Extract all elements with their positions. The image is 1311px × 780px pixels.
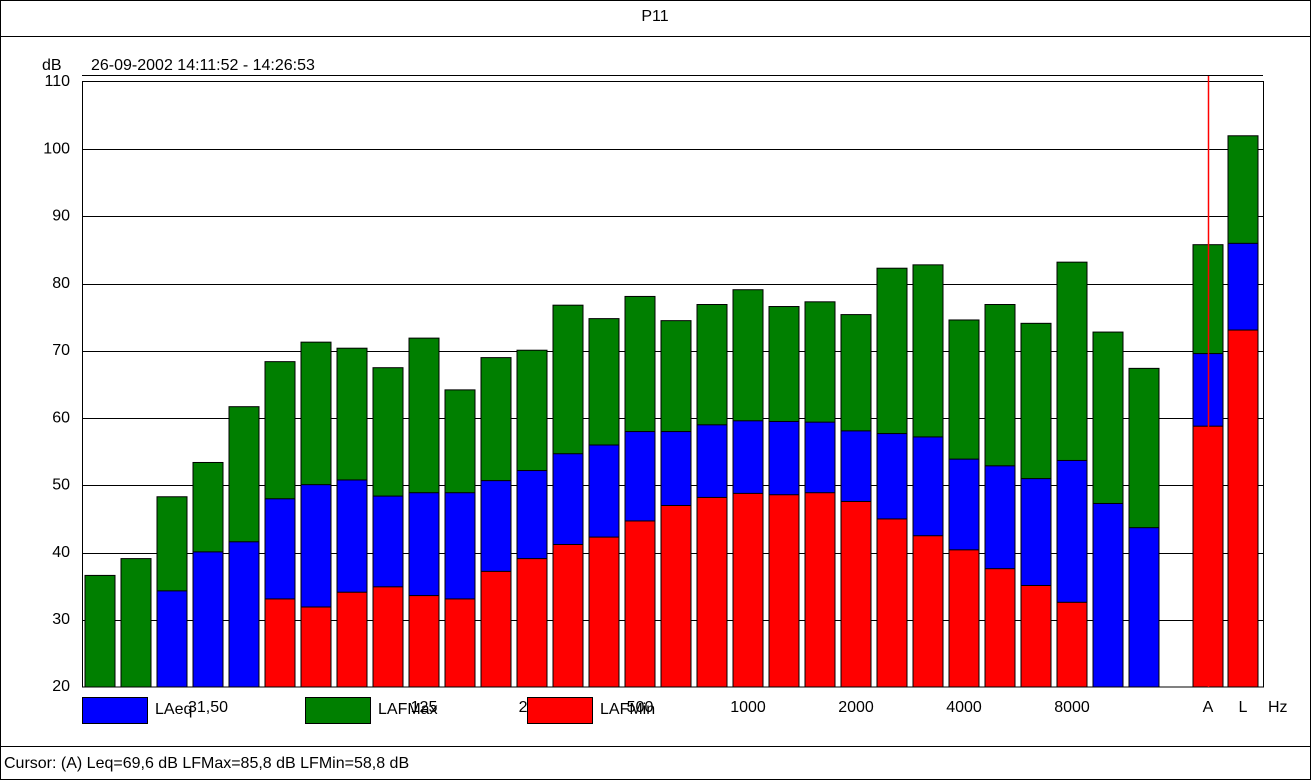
bar xyxy=(1092,502,1124,688)
bar xyxy=(228,541,260,688)
plot-frame xyxy=(82,81,1264,688)
y-tick-label: 40 xyxy=(52,544,70,561)
bar xyxy=(1128,527,1160,688)
x-tick-label: 31,50 xyxy=(188,699,228,716)
x-tick-label: 125 xyxy=(411,699,438,716)
bar xyxy=(516,558,548,688)
legend-label: LAeq xyxy=(155,701,192,718)
bar xyxy=(336,591,368,688)
bar xyxy=(1020,584,1052,688)
bar xyxy=(804,492,836,688)
bar xyxy=(156,590,188,688)
bar xyxy=(372,586,404,688)
subtitle: 26-09-2002 14:11:52 - 14:26:53 xyxy=(91,57,315,74)
bar xyxy=(444,598,476,688)
bar xyxy=(840,500,872,688)
y-tick-label: 90 xyxy=(52,208,70,225)
x-tick-label: 8000 xyxy=(1054,699,1090,716)
bar xyxy=(912,535,944,688)
y-tick-label: 110 xyxy=(44,73,70,90)
bar xyxy=(480,570,512,688)
chart-title: P11 xyxy=(641,8,668,25)
x-tick-label: 4000 xyxy=(946,699,982,716)
bar xyxy=(408,595,440,688)
bar xyxy=(552,543,584,688)
x-tick-label: A xyxy=(1203,699,1214,716)
x-axis-label: Hz xyxy=(1268,699,1288,716)
bar xyxy=(984,568,1016,688)
bar xyxy=(876,518,908,688)
bar xyxy=(696,496,728,688)
bar xyxy=(768,494,800,688)
bar xyxy=(1227,329,1259,688)
legend-swatch xyxy=(527,697,593,724)
legend-swatch xyxy=(82,697,148,724)
y-tick-label: 30 xyxy=(52,611,70,628)
cursor-text: Cursor: (A) Leq=69,6 dB LFMax=85,8 dB LF… xyxy=(4,755,409,772)
y-tick-label: 70 xyxy=(52,342,70,359)
y-tick-label: 20 xyxy=(52,678,70,695)
y-tick-label: 100 xyxy=(43,140,70,157)
y-tick-label: 80 xyxy=(52,275,70,292)
bar xyxy=(120,558,152,688)
x-tick-label: L xyxy=(1239,699,1248,716)
bar xyxy=(948,549,980,688)
x-tick-label: 2000 xyxy=(838,699,874,716)
bar xyxy=(732,492,764,688)
y-tick-label: 60 xyxy=(52,409,70,426)
legend-label: LAFMax xyxy=(378,701,438,718)
bar xyxy=(588,536,620,688)
y-axis-label: dB xyxy=(42,57,62,74)
bar xyxy=(192,551,224,688)
bars xyxy=(82,135,1263,688)
bar xyxy=(300,606,332,688)
y-tick-label: 50 xyxy=(52,477,70,494)
bar xyxy=(84,574,116,688)
x-tick-label: 1000 xyxy=(730,699,766,716)
bar xyxy=(660,505,692,688)
x-tick-label: 500 xyxy=(627,699,654,716)
bar xyxy=(1056,601,1088,688)
legend-swatch xyxy=(305,697,371,724)
bar xyxy=(624,520,656,688)
bar xyxy=(264,598,296,688)
legend-label: LAFMin xyxy=(600,701,655,718)
